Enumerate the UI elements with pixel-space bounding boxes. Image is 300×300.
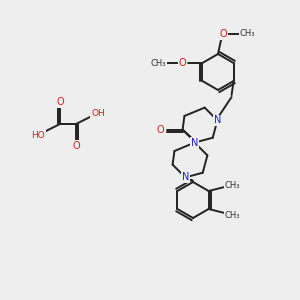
Text: O: O [178, 58, 186, 68]
Text: CH₃: CH₃ [225, 181, 240, 190]
Text: O: O [56, 97, 64, 107]
Text: O: O [72, 141, 80, 151]
Text: CH₃: CH₃ [239, 29, 255, 38]
Text: O: O [219, 29, 227, 39]
Text: N: N [191, 138, 198, 148]
Text: N: N [182, 172, 189, 182]
Text: HO: HO [31, 130, 45, 140]
Text: O: O [157, 125, 164, 135]
Text: N: N [214, 115, 221, 125]
Text: CH₃: CH₃ [151, 58, 166, 68]
Text: OH: OH [91, 109, 105, 118]
Text: CH₃: CH₃ [225, 211, 240, 220]
